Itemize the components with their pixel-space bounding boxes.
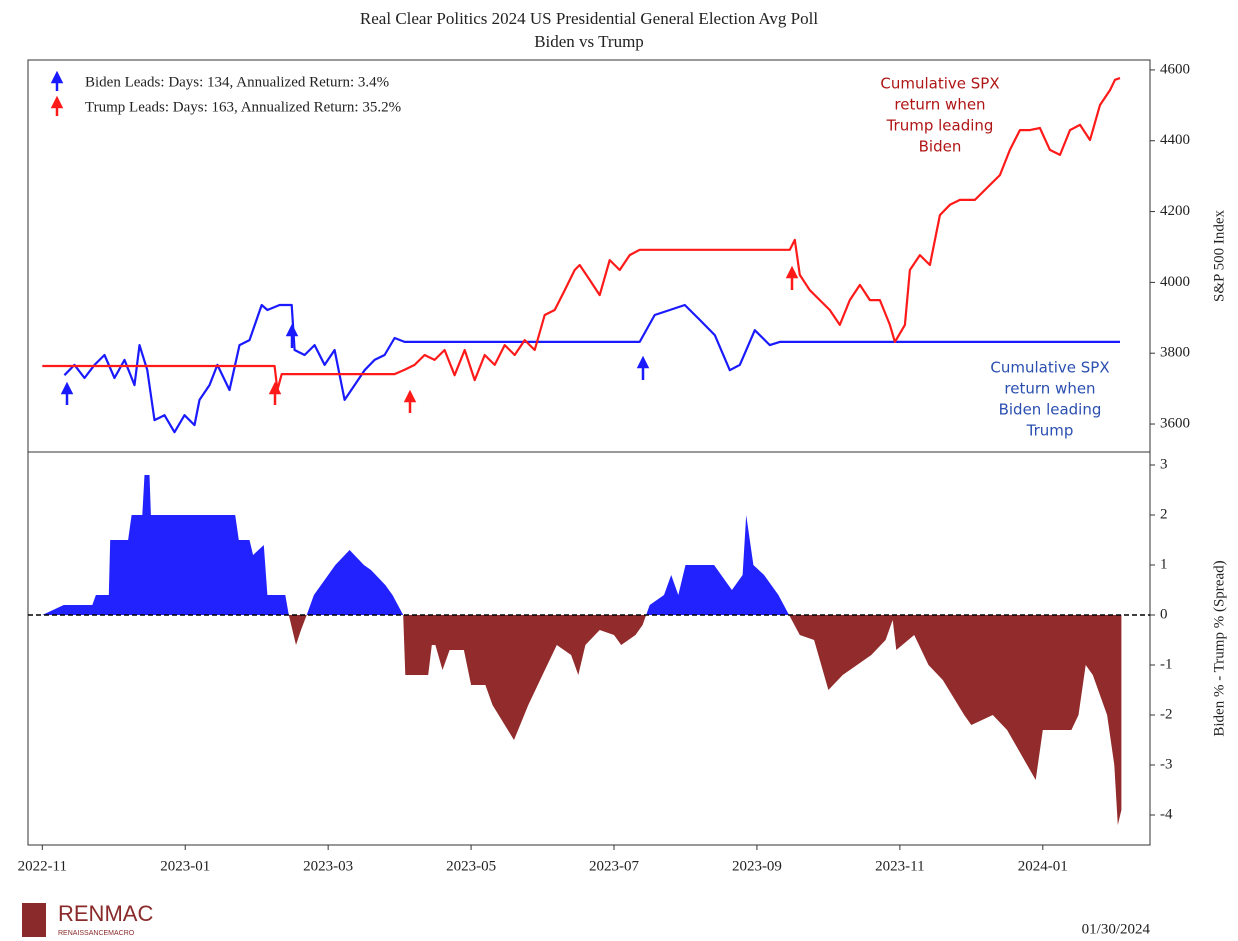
y-tick-label: 3800	[1160, 345, 1190, 361]
y-tick-label: 4000	[1160, 274, 1190, 290]
annotation: Cumulative SPX	[880, 75, 999, 93]
x-tick-label: 2023-11	[875, 858, 924, 874]
y-tick-label: 1	[1160, 556, 1168, 572]
logo-subtext: RENAISSANCEMACRO	[58, 930, 135, 937]
y-tick-label: -2	[1160, 706, 1173, 722]
footer-date: 01/30/2024	[1082, 921, 1151, 937]
y-tick-label: -3	[1160, 756, 1173, 772]
x-tick-label: 2022-11	[18, 858, 67, 874]
y-tick-label: 4600	[1160, 61, 1190, 77]
x-tick-label: 2023-03	[303, 858, 353, 874]
y-axis-label: S&P 500 Index	[1211, 210, 1227, 302]
annotation: return when	[1004, 380, 1095, 398]
logo-mark	[22, 903, 46, 937]
event-arrows	[60, 265, 799, 413]
annotation: Biden	[919, 138, 962, 156]
annotation: return when	[894, 96, 985, 114]
y-tick-label: 3	[1160, 456, 1168, 472]
x-tick-label: 2023-09	[732, 858, 782, 874]
logo-text: RENMAC	[58, 901, 153, 926]
x-tick-label: 2023-07	[589, 858, 639, 874]
spread-area	[42, 475, 1122, 825]
y-tick-label: 4400	[1160, 132, 1190, 148]
y-axis-label: Biden % - Trump % (Spread)	[1211, 560, 1227, 736]
annotation: Trump leading	[886, 117, 994, 135]
x-tick-label: 2024-01	[1018, 858, 1068, 874]
y-tick-label: 0	[1160, 606, 1168, 622]
series-line	[63, 303, 1120, 434]
y-tick-label: -4	[1160, 806, 1173, 822]
x-tick-label: 2023-05	[446, 858, 496, 874]
legend-label: Trump Leads: Days: 163, Annualized Retur…	[85, 99, 401, 115]
legend-label: Biden Leads: Days: 134, Annualized Retur…	[85, 74, 389, 90]
chart-subtitle: Biden vs Trump	[534, 32, 644, 51]
y-tick-label: -1	[1160, 656, 1173, 672]
logo: RENMAC RENAISSANCEMACRO	[22, 901, 153, 937]
series-line	[42, 77, 1121, 392]
y-tick-label: 3600	[1160, 415, 1190, 431]
y-tick-label: 4200	[1160, 203, 1190, 219]
annotation: Trump	[1026, 422, 1074, 440]
chart-title: Real Clear Politics 2024 US Presidential…	[360, 9, 818, 28]
annotation: Biden leading	[999, 401, 1102, 419]
x-tick-label: 2023-01	[160, 858, 210, 874]
annotation: Cumulative SPX	[990, 359, 1109, 377]
y-tick-label: 2	[1160, 506, 1168, 522]
